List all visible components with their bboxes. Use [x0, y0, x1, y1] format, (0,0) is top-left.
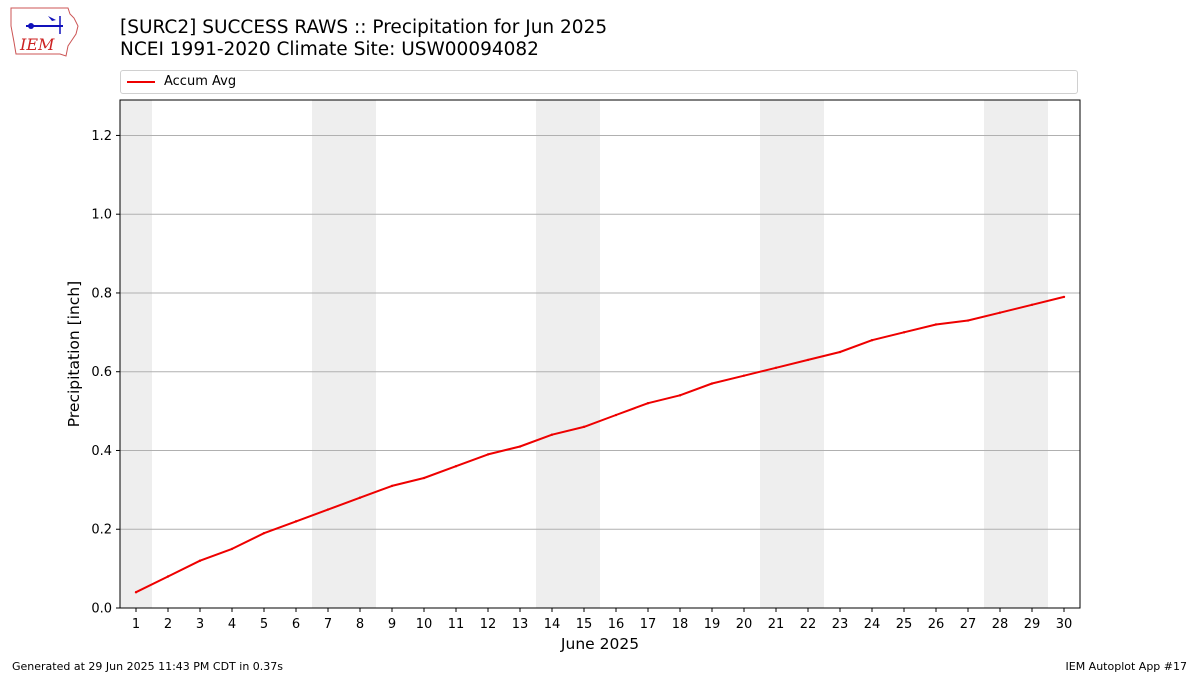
x-axis-label: June 2025	[560, 635, 639, 653]
generated-timestamp: Generated at 29 Jun 2025 11:43 PM CDT in…	[12, 660, 284, 673]
data-point-24	[870, 339, 874, 342]
ytick-label-1: 0.2	[91, 523, 112, 538]
xtick-label-18: 18	[672, 617, 689, 632]
data-point-19	[710, 382, 714, 385]
data-point-7	[326, 508, 330, 511]
ytick-label-4: 0.8	[91, 286, 112, 301]
legend: Accum Avg	[120, 70, 1078, 94]
weekend-band-14	[536, 100, 568, 608]
xtick-label-1: 1	[132, 617, 140, 632]
legend-label: Accum Avg	[164, 74, 237, 89]
data-point-15	[582, 425, 586, 429]
xtick-label-8: 8	[356, 617, 364, 632]
data-point-1	[134, 591, 138, 594]
weekend-band-7	[312, 100, 344, 608]
weekend-band-22	[792, 100, 824, 608]
data-point-13	[518, 445, 522, 448]
data-point-14	[550, 433, 554, 436]
data-point-18	[678, 394, 682, 397]
xtick-label-6: 6	[292, 617, 300, 632]
xtick-label-17: 17	[640, 617, 657, 632]
weekend-band-21	[760, 100, 792, 608]
data-point-22	[806, 358, 810, 362]
xtick-label-7: 7	[324, 617, 332, 632]
xtick-label-20: 20	[736, 617, 753, 632]
xtick-label-27: 27	[960, 617, 977, 632]
xtick-label-24: 24	[864, 617, 881, 632]
data-point-3	[198, 559, 202, 562]
xtick-label-16: 16	[608, 617, 625, 632]
xtick-label-4: 4	[228, 617, 236, 632]
data-point-12	[486, 453, 490, 456]
xtick-label-12: 12	[480, 617, 497, 632]
data-point-5	[262, 531, 266, 535]
app-credit: IEM Autoplot App #17	[1065, 660, 1188, 673]
xtick-label-11: 11	[448, 617, 465, 632]
xtick-label-22: 22	[800, 617, 817, 632]
xtick-label-30: 30	[1056, 617, 1073, 632]
ytick-label-2: 0.4	[91, 444, 112, 459]
xtick-label-23: 23	[832, 617, 849, 632]
ytick-label-6: 1.2	[91, 129, 112, 144]
data-point-20	[742, 374, 746, 377]
data-point-28	[998, 311, 1002, 314]
xtick-label-21: 21	[768, 617, 785, 632]
iowa-outline-icon	[10, 7, 79, 57]
xtick-label-29: 29	[1024, 617, 1041, 632]
data-point-2	[166, 575, 170, 578]
weekend-band-8	[344, 100, 376, 608]
plot-frame	[119, 99, 1081, 609]
xtick-label-25: 25	[896, 617, 913, 632]
weekend-band-29	[1016, 100, 1048, 608]
wind-vane-icon	[48, 16, 56, 21]
y-axis-label: Precipitation [inch]	[65, 281, 83, 427]
logo-text: IEM	[19, 35, 55, 54]
data-point-27	[966, 319, 970, 322]
data-point-29	[1030, 303, 1034, 306]
xtick-label-13: 13	[512, 617, 529, 632]
data-point-9	[390, 484, 394, 488]
data-point-4	[230, 547, 234, 551]
xtick-label-14: 14	[544, 617, 561, 632]
data-point-26	[934, 323, 938, 326]
xtick-label-5: 5	[260, 617, 268, 632]
ytick-label-5: 1.0	[91, 208, 112, 223]
data-point-30	[1062, 295, 1066, 299]
legend-swatch	[127, 81, 155, 83]
data-point-10	[422, 476, 426, 480]
xtick-label-15: 15	[576, 617, 593, 632]
xtick-label-28: 28	[992, 617, 1009, 632]
series-line-accum-avg	[135, 295, 1065, 594]
chart-title: [SURC2] SUCCESS RAWS :: Precipitation fo…	[120, 17, 608, 38]
iem-logo: IEM	[10, 7, 79, 57]
data-point-21	[774, 366, 778, 369]
data-point-25	[902, 331, 906, 334]
chart-subtitle: NCEI 1991-2020 Climate Site: USW00094082	[120, 39, 539, 60]
data-point-11	[454, 465, 458, 468]
xtick-label-2: 2	[164, 617, 172, 632]
xtick-label-19: 19	[704, 617, 721, 632]
xtick-label-9: 9	[388, 617, 396, 632]
ytick-label-3: 0.6	[91, 365, 112, 380]
weekend-band-1	[120, 100, 152, 608]
data-point-23	[838, 350, 842, 354]
xtick-label-10: 10	[416, 617, 433, 632]
data-point-17	[646, 402, 650, 405]
ytick-label-0: 0.0	[91, 602, 112, 617]
data-point-6	[294, 520, 298, 523]
station-dot-icon	[28, 23, 34, 29]
weekend-band-28	[984, 100, 1016, 608]
weekend-band-15	[568, 100, 600, 608]
data-point-16	[614, 413, 618, 417]
data-point-8	[358, 496, 362, 499]
xtick-label-26: 26	[928, 617, 945, 632]
xtick-label-3: 3	[196, 617, 204, 632]
